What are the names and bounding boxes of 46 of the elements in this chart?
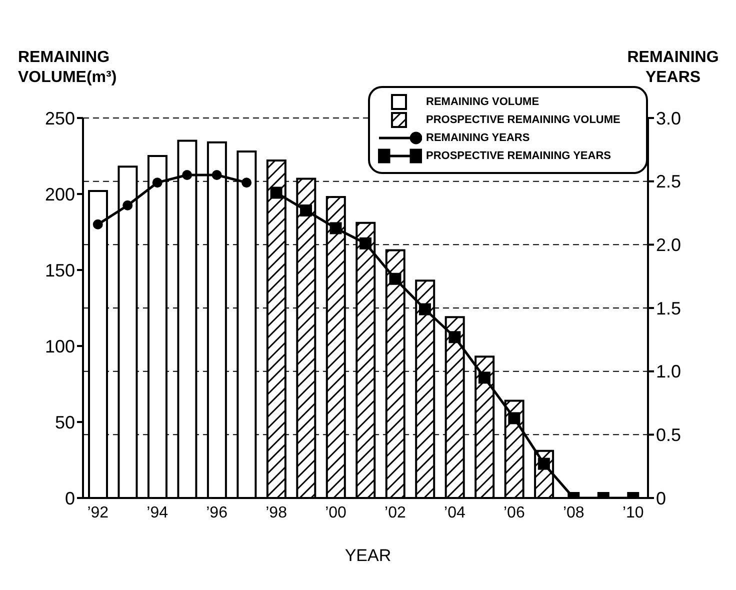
y-tick-label: 50	[54, 412, 75, 432]
point	[330, 222, 342, 234]
y2-tick-label: 0.5	[656, 425, 682, 446]
y2-tick-label: 2.0	[656, 235, 682, 256]
x-tick-label: ’04	[444, 504, 466, 522]
point	[152, 178, 162, 188]
x-tick-label: ’10	[622, 504, 644, 522]
point	[508, 412, 520, 424]
point	[360, 237, 372, 250]
x-tick-label: ’94	[146, 504, 168, 522]
x-tick-label: ’02	[384, 504, 406, 522]
point	[448, 331, 461, 344]
point	[122, 200, 133, 210]
point	[92, 219, 103, 230]
x-axis-title: YEAR	[344, 546, 392, 566]
point	[418, 303, 431, 316]
x-tick-label: ’96	[206, 504, 228, 522]
y-tick-label: 0	[64, 488, 75, 508]
y2-tick-label: 3.0	[656, 108, 682, 128]
y2-tick-label: 1.0	[656, 362, 682, 382]
point	[300, 204, 312, 216]
x-tick-label: ’06	[504, 504, 525, 522]
x-tick-label: ’08	[562, 504, 584, 522]
point	[538, 458, 550, 470]
x-tick-label: ’98	[266, 504, 288, 522]
y-tick-label: 200	[44, 184, 75, 204]
y-tick-label: 100	[44, 336, 75, 356]
y2-tick-label: 2.5	[656, 172, 682, 192]
x-tick-label: ’00	[325, 504, 347, 522]
point	[242, 178, 252, 188]
y-tick-label: 150	[44, 260, 75, 280]
y-tick-label: 250	[44, 108, 75, 128]
y2-tick-label: 0	[656, 488, 666, 508]
point	[270, 186, 282, 199]
y2-tick-label: 1.5	[656, 298, 682, 318]
point	[389, 272, 402, 285]
legend-label: PROSPECTIVE REMAINING YEARS	[426, 150, 611, 162]
point	[212, 170, 222, 180]
legend-label: REMAINING YEARS	[426, 132, 530, 144]
point	[182, 170, 192, 180]
y-axis-title: REMAINING VOLUME(m³)	[18, 48, 118, 88]
x-tick-label: ’92	[87, 504, 109, 522]
point	[478, 372, 490, 384]
legend-label: PROSPECTIVE REMAINING VOLUME	[426, 114, 620, 126]
y2-axis-title: REMAINING YEARS	[626, 48, 720, 88]
legend-label: REMAINING VOLUME	[426, 96, 540, 108]
